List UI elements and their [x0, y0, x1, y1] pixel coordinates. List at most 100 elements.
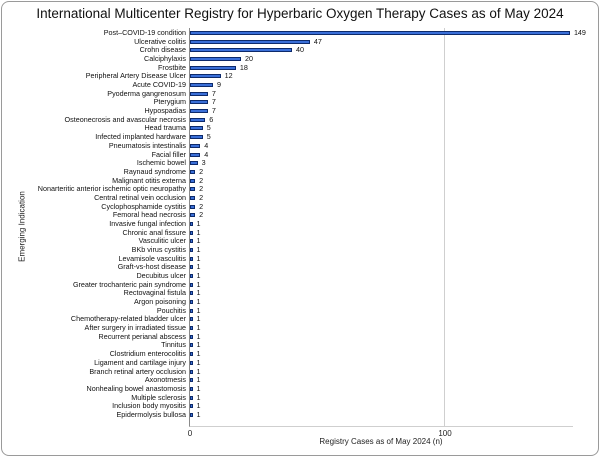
category-label: Clostridium enterocolitis	[109, 349, 186, 359]
value-label: 5	[206, 123, 211, 133]
category-label: Hypospadias	[144, 106, 186, 116]
category-label: Recurrent perianal abscess	[98, 331, 187, 341]
bar	[190, 343, 193, 348]
bar-row: Vasculitic ulcer 1	[0, 236, 600, 246]
bar-row: Levamisole vasculitis 1	[0, 253, 600, 263]
chart-title: International Multicenter Registry for H…	[36, 6, 564, 21]
bar	[190, 169, 196, 174]
category-label: BKb virus cystitis	[131, 245, 186, 254]
bar-row: Clostridium enterocolitis 1	[0, 349, 600, 359]
value-label: 1	[196, 314, 201, 324]
value-label: 1	[196, 366, 201, 376]
bar	[190, 369, 193, 374]
bar-row: Head trauma 5	[0, 123, 600, 133]
value-label: 18	[239, 62, 248, 72]
category-label: Vasculitic ulcer	[138, 236, 186, 246]
bar-row: Hypospadias 7	[0, 106, 600, 116]
bar	[190, 334, 193, 339]
value-label: 1	[196, 401, 201, 411]
bar-row: Graft-vs-host disease 1	[0, 262, 600, 272]
bar	[190, 317, 193, 322]
value-label: 1	[196, 279, 201, 289]
bar	[190, 352, 193, 357]
category-label: Infected implanted hardware	[95, 132, 186, 142]
bar	[190, 187, 196, 192]
category-label: After surgery in irradiated tissue	[84, 323, 186, 333]
bar-row: Infected implanted hardware 5	[0, 132, 600, 142]
bar	[190, 300, 193, 305]
value-label: 7	[211, 88, 216, 98]
bar-row: Inclusion body myositis 1	[0, 401, 600, 411]
bar-row: Acute COVID-19 9	[0, 80, 600, 90]
category-label: Decubitus ulcer	[136, 271, 186, 281]
category-label: Nonhealing bowel anastomosis	[86, 383, 187, 393]
category-label: Cyclophosphamide cystitis	[101, 201, 186, 211]
value-label: 2	[199, 210, 204, 220]
bar	[190, 265, 193, 270]
category-label: Raynaud syndrome	[123, 166, 186, 176]
bar-row: Pyoderma gangrenosum 7	[0, 88, 600, 98]
category-label: Pouchitis	[156, 305, 186, 315]
bar	[190, 204, 196, 209]
value-label: 20	[245, 54, 253, 64]
category-label: Head trauma	[144, 123, 186, 133]
bar-row: Recurrent perianal abscess 1	[0, 331, 600, 341]
bar-row: Cyclophosphamide cystitis 2	[0, 201, 600, 211]
value-label: 1	[196, 236, 201, 246]
category-label: Pyoderma gangrenosum	[107, 88, 186, 98]
category-label: Branch retinal artery occlusion	[89, 366, 186, 376]
bar	[190, 161, 198, 166]
plot-area	[189, 28, 573, 427]
value-label: 1	[196, 253, 201, 263]
value-label: 1	[196, 305, 201, 315]
bar-row: Invasive fungal infection 1	[0, 219, 600, 228]
category-label: Central retinal vein occlusion	[94, 192, 186, 202]
bar-row: Rectovaginal fistula 1	[0, 289, 600, 298]
x-tick-label: 100	[438, 429, 452, 438]
value-label: 2	[199, 201, 204, 211]
bar	[190, 152, 201, 157]
value-label: 1	[196, 383, 201, 393]
value-label: 4	[204, 149, 209, 159]
bar-row: Peripheral Artery Disease Ulcer 12	[0, 72, 600, 81]
value-label: 2	[199, 166, 204, 176]
bar-row: Axonotmesis 1	[0, 375, 600, 384]
bar	[190, 221, 193, 226]
bar	[190, 248, 193, 252]
bar	[190, 178, 196, 183]
value-label: 1	[196, 357, 201, 367]
bar	[190, 74, 221, 79]
value-label: 2	[199, 184, 204, 194]
category-label: Post–COVID-19 condition	[103, 28, 186, 37]
bar-row: Facial filler 4	[0, 149, 600, 159]
bar-row: After surgery in irradiated tissue 1	[0, 323, 600, 333]
value-label: 3	[201, 158, 206, 168]
value-label: 40	[296, 45, 304, 55]
value-label: 1	[196, 409, 201, 419]
bar-row: Pneumatosis intestinalis 4	[0, 141, 600, 150]
category-label: Acute COVID-19	[132, 80, 186, 90]
value-label: 7	[211, 106, 216, 116]
category-label: Crohn disease	[139, 45, 186, 55]
bar-row: Pterygium 7	[0, 97, 600, 107]
value-label: 47	[313, 36, 322, 46]
bar	[190, 109, 208, 114]
bar	[190, 395, 193, 400]
value-label: 2	[199, 192, 204, 202]
category-label: Greater trochanteric pain syndrome	[72, 279, 186, 289]
x-tick-label: 0	[187, 429, 193, 438]
value-label: 1	[196, 262, 201, 272]
bar	[190, 57, 241, 62]
bar	[190, 39, 310, 44]
bar	[190, 360, 193, 365]
bar-row: Frostbite 18	[0, 62, 600, 72]
category-label: Multiple sclerosis	[131, 392, 186, 402]
bar	[190, 239, 193, 244]
category-label: Ligament and cartilage injury	[94, 357, 186, 367]
category-label: Tinnitus	[161, 340, 186, 350]
value-label: 7	[211, 97, 216, 107]
bar-row: Nonhealing bowel anastomosis 1	[0, 383, 600, 393]
bar	[190, 65, 236, 70]
bar	[190, 91, 208, 96]
category-label: Chemotherapy-related bladder ulcer	[70, 314, 186, 324]
